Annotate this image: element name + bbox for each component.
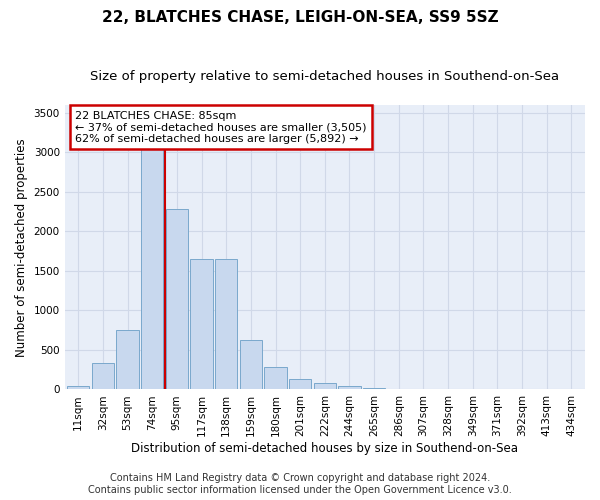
Bar — [92, 364, 114, 390]
Text: 22 BLATCHES CHASE: 85sqm
← 37% of semi-detached houses are smaller (3,505)
62% o: 22 BLATCHES CHASE: 85sqm ← 37% of semi-d… — [75, 110, 367, 144]
Bar — [116, 330, 139, 390]
Bar — [265, 368, 287, 390]
Bar — [363, 388, 385, 390]
Bar — [314, 383, 336, 390]
X-axis label: Distribution of semi-detached houses by size in Southend-on-Sea: Distribution of semi-detached houses by … — [131, 442, 518, 455]
Title: Size of property relative to semi-detached houses in Southend-on-Sea: Size of property relative to semi-detach… — [90, 70, 559, 83]
Y-axis label: Number of semi-detached properties: Number of semi-detached properties — [15, 138, 28, 356]
Bar — [166, 210, 188, 390]
Text: 22, BLATCHES CHASE, LEIGH-ON-SEA, SS9 5SZ: 22, BLATCHES CHASE, LEIGH-ON-SEA, SS9 5S… — [101, 10, 499, 25]
Bar — [388, 388, 410, 390]
Text: Contains HM Land Registry data © Crown copyright and database right 2024.
Contai: Contains HM Land Registry data © Crown c… — [88, 474, 512, 495]
Bar — [67, 386, 89, 390]
Bar — [289, 379, 311, 390]
Bar — [338, 386, 361, 390]
Bar — [141, 117, 163, 390]
Bar — [215, 259, 237, 390]
Bar — [190, 259, 212, 390]
Bar — [240, 340, 262, 390]
